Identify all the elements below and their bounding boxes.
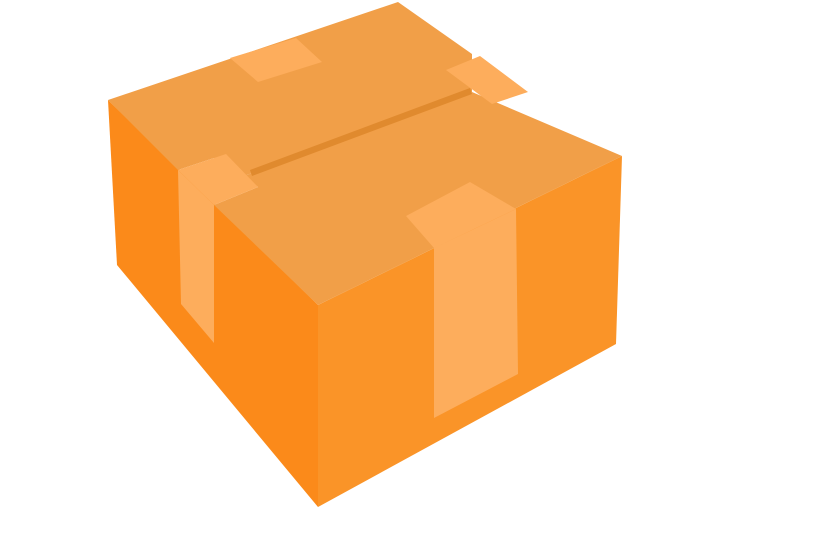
box-top-back-flap (108, 2, 472, 176)
tape-right-side (434, 209, 518, 418)
tape-top-right (446, 56, 528, 104)
tape-top-back (230, 38, 322, 82)
box-top-front-flap (214, 92, 622, 305)
tape-front-left-flap (178, 154, 258, 205)
cardboard-box (108, 2, 622, 507)
tape-front-top (406, 182, 516, 248)
tape-left-side (178, 170, 214, 343)
box-top-seam (250, 88, 472, 176)
